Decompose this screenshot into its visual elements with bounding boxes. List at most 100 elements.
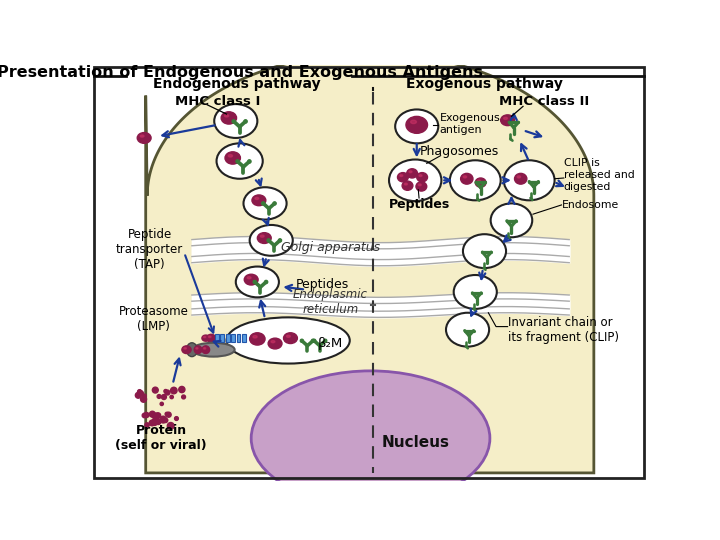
Circle shape bbox=[232, 120, 235, 123]
Text: Exogenous pathway: Exogenous pathway bbox=[406, 77, 563, 91]
Circle shape bbox=[151, 419, 158, 426]
Ellipse shape bbox=[419, 174, 422, 177]
Text: Peptide
transporter
(TAP): Peptide transporter (TAP) bbox=[116, 228, 183, 271]
Ellipse shape bbox=[515, 173, 527, 184]
Text: Nucleus: Nucleus bbox=[381, 435, 449, 450]
Ellipse shape bbox=[225, 114, 229, 117]
Ellipse shape bbox=[209, 336, 211, 338]
Ellipse shape bbox=[202, 335, 210, 341]
Circle shape bbox=[273, 202, 276, 205]
Ellipse shape bbox=[221, 112, 237, 124]
Text: Exogenous
antigen: Exogenous antigen bbox=[440, 113, 500, 135]
Ellipse shape bbox=[140, 135, 144, 137]
Circle shape bbox=[181, 395, 186, 399]
Circle shape bbox=[253, 280, 256, 284]
Text: MHC class I: MHC class I bbox=[175, 95, 261, 108]
Circle shape bbox=[157, 395, 161, 399]
Ellipse shape bbox=[204, 336, 206, 338]
Ellipse shape bbox=[247, 276, 251, 279]
Circle shape bbox=[145, 423, 149, 427]
Circle shape bbox=[138, 390, 142, 394]
Ellipse shape bbox=[517, 176, 521, 178]
Circle shape bbox=[244, 120, 247, 123]
Circle shape bbox=[300, 339, 303, 342]
Ellipse shape bbox=[503, 117, 508, 119]
Text: Peptides: Peptides bbox=[388, 198, 450, 212]
Circle shape bbox=[144, 413, 149, 417]
Text: Endoplasmic
reticulum: Endoplasmic reticulum bbox=[293, 288, 368, 316]
Ellipse shape bbox=[500, 115, 515, 126]
Ellipse shape bbox=[490, 204, 532, 237]
Ellipse shape bbox=[192, 343, 235, 356]
Ellipse shape bbox=[196, 348, 198, 349]
Circle shape bbox=[261, 202, 265, 205]
Circle shape bbox=[312, 339, 315, 342]
Ellipse shape bbox=[450, 160, 500, 200]
Ellipse shape bbox=[284, 333, 297, 343]
Circle shape bbox=[143, 394, 146, 397]
Circle shape bbox=[279, 239, 282, 242]
Circle shape bbox=[152, 413, 157, 418]
Ellipse shape bbox=[406, 117, 428, 133]
Bar bbox=[226, 334, 230, 342]
Ellipse shape bbox=[204, 348, 206, 349]
Ellipse shape bbox=[253, 335, 257, 338]
Ellipse shape bbox=[182, 346, 191, 354]
Ellipse shape bbox=[461, 173, 473, 184]
Ellipse shape bbox=[186, 343, 197, 356]
Text: Invariant chain or
its fragment (CLIP): Invariant chain or its fragment (CLIP) bbox=[508, 316, 618, 345]
Circle shape bbox=[248, 160, 251, 163]
Circle shape bbox=[138, 390, 143, 396]
Text: Protein
(self or viral): Protein (self or viral) bbox=[115, 424, 207, 453]
Ellipse shape bbox=[407, 168, 418, 178]
Ellipse shape bbox=[250, 333, 265, 345]
Ellipse shape bbox=[409, 171, 412, 173]
Ellipse shape bbox=[228, 154, 233, 157]
Ellipse shape bbox=[454, 275, 497, 309]
Bar bbox=[242, 334, 246, 342]
Circle shape bbox=[149, 420, 155, 426]
Ellipse shape bbox=[395, 110, 438, 143]
Ellipse shape bbox=[418, 184, 421, 186]
Circle shape bbox=[179, 387, 185, 393]
Text: Peptides: Peptides bbox=[296, 278, 349, 291]
Ellipse shape bbox=[400, 174, 402, 177]
Ellipse shape bbox=[207, 334, 216, 342]
Polygon shape bbox=[145, 53, 594, 473]
Text: Endosome: Endosome bbox=[562, 200, 618, 210]
Ellipse shape bbox=[446, 313, 489, 347]
Ellipse shape bbox=[397, 173, 408, 182]
Text: Presentation of Endogenous and Exogenous Antigens: Presentation of Endogenous and Exogenous… bbox=[0, 65, 482, 80]
Circle shape bbox=[135, 393, 141, 398]
Circle shape bbox=[153, 387, 158, 393]
Ellipse shape bbox=[184, 348, 186, 349]
Ellipse shape bbox=[405, 183, 408, 185]
Ellipse shape bbox=[410, 120, 416, 124]
Bar bbox=[237, 334, 240, 342]
Text: β₂M: β₂M bbox=[318, 337, 343, 350]
Bar bbox=[231, 334, 235, 342]
Text: Phagosomes: Phagosomes bbox=[420, 145, 500, 158]
Circle shape bbox=[164, 418, 168, 422]
Ellipse shape bbox=[287, 335, 290, 338]
Circle shape bbox=[267, 239, 270, 242]
Ellipse shape bbox=[217, 143, 263, 179]
Ellipse shape bbox=[255, 197, 258, 199]
Circle shape bbox=[236, 160, 239, 163]
Circle shape bbox=[140, 396, 147, 402]
Bar bbox=[220, 334, 224, 342]
Text: Proteasome
(LMP): Proteasome (LMP) bbox=[119, 305, 189, 333]
Ellipse shape bbox=[475, 178, 486, 187]
Circle shape bbox=[170, 395, 174, 399]
Circle shape bbox=[165, 413, 168, 416]
Bar bbox=[215, 334, 219, 342]
Ellipse shape bbox=[194, 346, 202, 354]
Ellipse shape bbox=[389, 159, 441, 201]
Ellipse shape bbox=[244, 274, 258, 285]
Ellipse shape bbox=[243, 187, 287, 220]
Circle shape bbox=[161, 395, 166, 400]
Circle shape bbox=[142, 413, 147, 418]
Ellipse shape bbox=[463, 176, 467, 178]
Ellipse shape bbox=[463, 234, 506, 268]
Ellipse shape bbox=[225, 152, 240, 164]
